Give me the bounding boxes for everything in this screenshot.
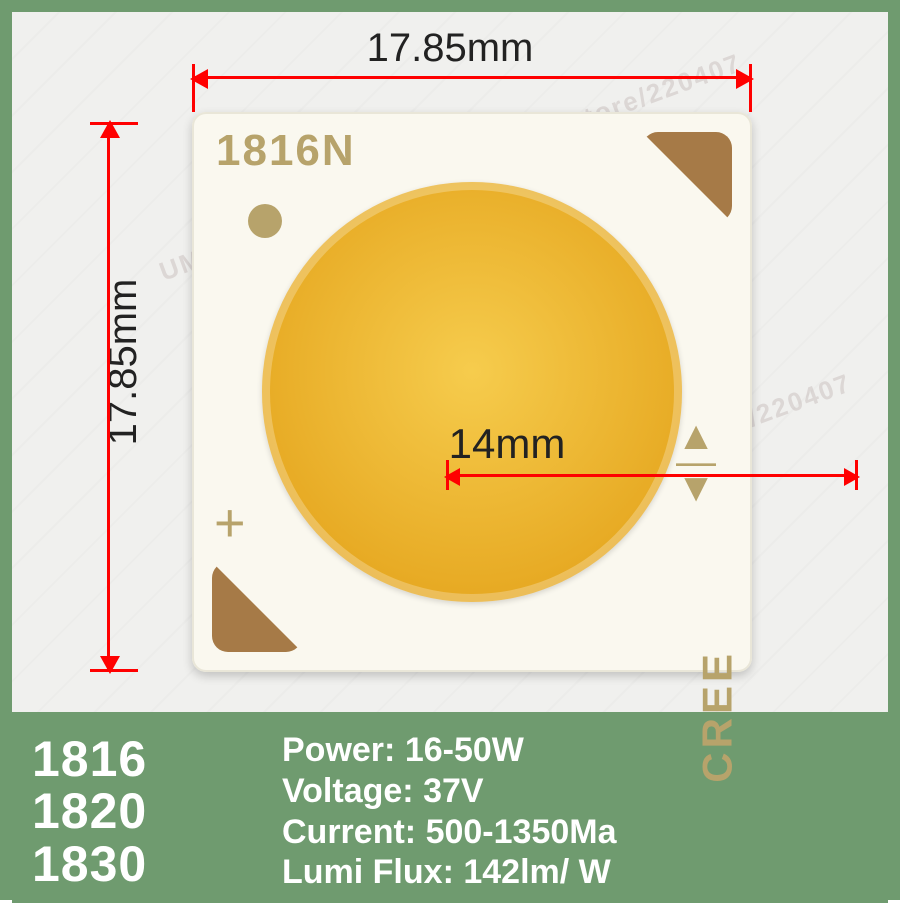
outer-width-label: 17.85mm bbox=[12, 26, 888, 71]
outer-width-arrow bbox=[192, 76, 752, 79]
led-chip: 1816N + ▲ — ▼ CREE 14mm bbox=[192, 112, 752, 672]
spec-voltage: Voltage37V bbox=[282, 771, 878, 812]
spec-footer: 1816 1820 1830 Power16-50W Voltage37V Cu… bbox=[12, 712, 888, 903]
spec-current: Current500-1350Ma bbox=[282, 812, 878, 853]
polarity-plus-mark: + bbox=[214, 492, 246, 554]
led-diameter-tick bbox=[446, 460, 449, 490]
model-number: 1830 bbox=[32, 838, 282, 891]
diagram-area: UMAKED www.aliexpress.com/store/220407 U… bbox=[12, 12, 888, 712]
model-number-list: 1816 1820 1830 bbox=[32, 730, 282, 893]
solder-pad-top-right bbox=[642, 132, 732, 222]
orientation-dot bbox=[248, 204, 282, 238]
outer-height-tick bbox=[90, 669, 138, 672]
chip-brand-marking: CREE bbox=[694, 650, 742, 783]
chip-model-marking: 1816N bbox=[216, 126, 356, 176]
outer-width-tick bbox=[192, 64, 195, 112]
outer-height-tick bbox=[90, 122, 138, 125]
spec-power: Power16-50W bbox=[282, 730, 878, 771]
led-diameter-label: 14mm bbox=[442, 420, 572, 468]
model-number: 1820 bbox=[32, 785, 282, 838]
outer-height-arrow bbox=[107, 122, 110, 672]
outer-width-tick bbox=[749, 64, 752, 112]
polarity-arrow-mark: ▲ — ▼ bbox=[676, 424, 716, 500]
solder-pad-bottom-left bbox=[212, 562, 302, 652]
spec-list: Power16-50W Voltage37V Current500-1350Ma… bbox=[282, 730, 878, 893]
led-emitter-circle bbox=[262, 182, 682, 602]
led-diameter-arrow bbox=[446, 474, 858, 477]
product-infographic-frame: UMAKED www.aliexpress.com/store/220407 U… bbox=[0, 0, 900, 900]
spec-lumiflux: Lumi Flux142lm/ W bbox=[282, 852, 878, 893]
led-diameter-tick bbox=[855, 460, 858, 490]
model-number: 1816 bbox=[32, 733, 282, 786]
